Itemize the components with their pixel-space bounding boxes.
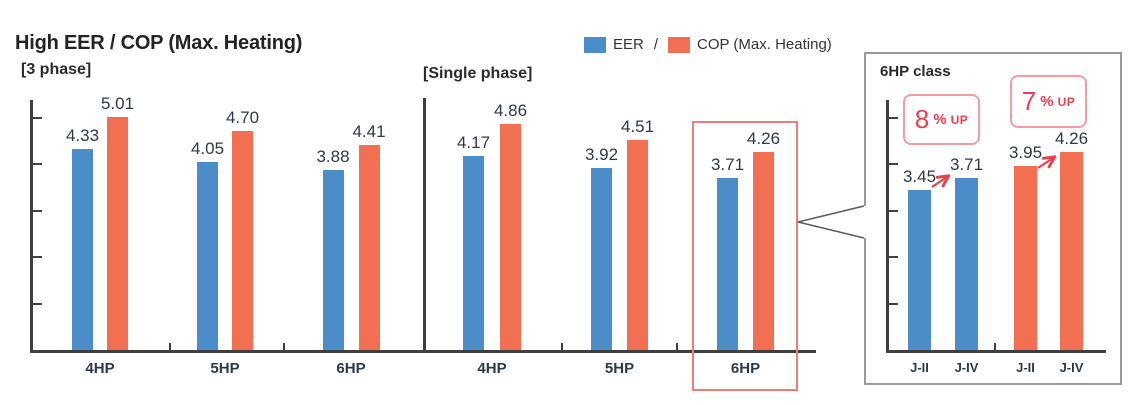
bar-cop: [627, 140, 648, 350]
x-axis-tick: [676, 343, 678, 350]
badge-value: 8: [914, 104, 930, 134]
x-axis-tick: [994, 343, 996, 350]
y-axis: [30, 100, 33, 353]
value-label: 3.92: [584, 144, 619, 164]
badge-percent-sign: %: [933, 111, 947, 128]
y-axis-tick: [33, 163, 42, 165]
bar-eer: [908, 189, 931, 350]
value-label: 4.33: [65, 125, 100, 145]
badge-8-percent-up: 8 % UP: [903, 94, 980, 145]
value-label: 3.45: [902, 166, 937, 186]
value-label: 4.86: [493, 101, 528, 121]
category-label: J-IV: [1059, 360, 1084, 375]
badge-up-text: UP: [1057, 94, 1076, 109]
bar-eer: [463, 156, 484, 350]
section-label-single-phase: [Single phase]: [423, 65, 533, 82]
value-label: 4.51: [620, 117, 655, 137]
badge-percent-sign: %: [1040, 93, 1054, 110]
section-label-3phase: [3 phase]: [21, 61, 92, 78]
bar-eer: [591, 167, 612, 350]
legend-swatch-eer: [584, 36, 606, 53]
chart-3phase: 4.33 4.05 3.88 5.01 4.70 4.41 4HP 5HP 6HP: [30, 94, 425, 377]
x-axis-tick: [283, 343, 285, 350]
y-axis-tick: [889, 116, 898, 119]
y-axis: [886, 100, 889, 353]
bar-cop: [107, 117, 128, 350]
page-title: High EER / COP (Max. Heating): [15, 32, 303, 54]
chart-single-phase: 4.17 3.92 3.71 4.86 4.51 4.26 4HP 5HP 6HP: [423, 95, 816, 377]
y-axis-tick: [889, 302, 898, 305]
x-axis: [423, 350, 816, 353]
y-axis: [423, 98, 426, 353]
bar-eer: [955, 177, 978, 350]
legend-label-cop: COP (Max. Heating): [697, 36, 832, 53]
panel-title: 6HP class: [880, 63, 951, 80]
value-label: 4.70: [225, 108, 260, 128]
value-label: 4.26: [746, 128, 781, 148]
value-label: 3.88: [316, 146, 350, 166]
y-axis-tick: [33, 256, 42, 258]
x-axis: [886, 350, 1106, 353]
badge-7-percent-up: 7 % UP: [1010, 75, 1087, 128]
y-axis-tick: [889, 209, 898, 212]
legend-separator: /: [653, 36, 659, 53]
category-label: J-II: [910, 360, 929, 375]
bar-cop: [232, 131, 253, 350]
bar-cop: [500, 124, 521, 350]
value-label: 5.01: [100, 94, 135, 114]
value-label: 4.41: [352, 121, 386, 141]
category-label: 4HP: [85, 360, 115, 377]
bar-eer: [717, 177, 738, 350]
highlight-box-6hp: [692, 121, 798, 391]
legend-swatch-cop: [668, 36, 691, 53]
y-axis-tick: [33, 116, 42, 119]
bar-cop: [753, 151, 774, 350]
category-label: J-II: [1016, 360, 1035, 375]
legend: EER / COP (Max. Heating): [584, 36, 832, 53]
value-label: 4.26: [1054, 128, 1089, 148]
callout-border-gap: [862, 206, 868, 238]
category-label: J-IV: [954, 360, 979, 375]
y-axis-tick: [889, 163, 898, 165]
value-label: 4.05: [190, 138, 225, 158]
category-label: 5HP: [210, 360, 240, 377]
x-axis: [30, 350, 425, 353]
value-label: 3.71: [949, 154, 984, 174]
bar-cop: [1060, 151, 1083, 350]
value-label: 4.17: [456, 133, 491, 153]
legend-label-eer: EER: [613, 36, 644, 53]
value-label: 3.71: [710, 154, 745, 174]
category-label: 5HP: [604, 360, 635, 377]
x-axis-tick: [169, 343, 171, 350]
x-axis-tick: [561, 343, 563, 350]
category-label: 6HP: [730, 360, 761, 377]
value-label: 3.95: [1008, 143, 1043, 163]
category-label: 4HP: [477, 360, 507, 377]
y-axis-tick: [33, 302, 42, 305]
badge-value: 7: [1021, 86, 1037, 116]
badge-up-text: UP: [950, 112, 969, 127]
bar-cop: [1014, 166, 1037, 350]
category-label: 6HP: [336, 360, 366, 377]
y-axis-tick: [889, 256, 898, 258]
chart-6hp-class: 3.45 3.71 3.95 4.26 J-II J-IV J-II J-IV: [886, 95, 1122, 375]
bar-cop: [358, 144, 380, 350]
bar-eer: [322, 169, 344, 350]
y-axis-tick: [33, 209, 42, 212]
bar-eer: [72, 148, 93, 350]
bar-eer: [197, 161, 218, 350]
